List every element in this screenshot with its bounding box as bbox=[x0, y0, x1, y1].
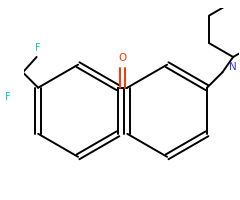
Text: O: O bbox=[119, 53, 127, 63]
Text: F: F bbox=[5, 92, 10, 102]
Text: N: N bbox=[229, 62, 237, 72]
Text: F: F bbox=[35, 43, 41, 53]
